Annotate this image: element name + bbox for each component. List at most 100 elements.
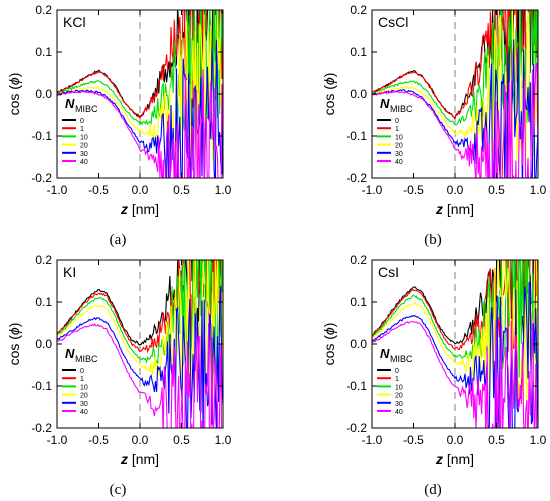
legend-entry-label: 30 — [395, 151, 403, 158]
y-tick-label: -0.1 — [31, 129, 52, 143]
panel-caption: (d) — [424, 482, 442, 498]
x-tick-label: 0.5 — [173, 433, 190, 447]
x-axis-label: z [nm] — [120, 201, 159, 217]
legend-entry-label: 0 — [80, 368, 84, 375]
legend-entry-label: 40 — [395, 409, 403, 416]
legend-entry-label: 20 — [80, 393, 88, 400]
legend-entry-label: 30 — [80, 151, 88, 158]
x-tick-label: -1.0 — [362, 433, 383, 447]
chart-panel-csi: -1.0 -0.5 0.0 0.5 1.0 -0.2 -0.1 0.0 0.1 0.2 z [nm]… — [321, 253, 547, 498]
legend-title-subscript: MIBC — [75, 354, 98, 364]
x-tick-label: 0.0 — [132, 433, 149, 447]
x-tick-label: 0.0 — [447, 183, 464, 197]
x-tick-label: -0.5 — [88, 433, 109, 447]
y-tick-label: 0.2 — [350, 253, 367, 267]
legend-title-subscript: MIBC — [390, 354, 413, 364]
y-tick-label: 0.0 — [35, 87, 52, 101]
y-tick-label: -0.2 — [31, 171, 52, 185]
y-tick-label: 0.2 — [35, 3, 52, 17]
legend-title-subscript: MIBC — [75, 104, 98, 114]
series-line-nmibc-20 — [372, 260, 538, 408]
series-lines — [57, 260, 223, 428]
x-tick-label: 1.0 — [530, 183, 547, 197]
y-axis-label: cos (ϕ) — [6, 73, 22, 116]
y-tick-label: 0.2 — [35, 253, 52, 267]
series-line-nmibc-10 — [372, 10, 538, 142]
legend-entry-label: 1 — [395, 376, 399, 383]
legend-entry-label: 40 — [80, 409, 88, 416]
legend-entry-label: 10 — [80, 384, 88, 391]
x-tick-label: -0.5 — [403, 183, 424, 197]
series-line-nmibc-10 — [372, 260, 538, 378]
x-tick-label: -0.5 — [403, 433, 424, 447]
y-tick-label: -0.2 — [31, 421, 52, 435]
panel-caption: (b) — [424, 232, 442, 248]
legend-entry-label: 30 — [395, 401, 403, 408]
series-line-nmibc-1 — [372, 260, 538, 352]
x-tick-label: -1.0 — [47, 183, 68, 197]
legend-title: N — [65, 96, 75, 111]
series-lines — [372, 10, 538, 178]
y-axis-label: cos (ϕ) — [6, 323, 22, 366]
x-axis-label: z [nm] — [435, 451, 474, 467]
legend-entry-label: 20 — [80, 143, 88, 150]
legend-entry-label: 10 — [80, 134, 88, 141]
legend-entry-label: 20 — [395, 143, 403, 150]
legend-title: N — [380, 96, 390, 111]
legend-entry-label: 0 — [80, 118, 84, 125]
legend-entry-label: 0 — [395, 118, 399, 125]
y-tick-label: -0.2 — [346, 421, 367, 435]
series-line-nmibc-0 — [372, 10, 538, 120]
series-line-nmibc-40 — [57, 322, 223, 428]
panel-label: CsCl — [378, 14, 408, 30]
panel-caption: (c) — [110, 482, 127, 498]
legend-entry-label: 0 — [395, 368, 399, 375]
y-tick-label: 0.2 — [350, 3, 367, 17]
x-tick-label: 0.5 — [173, 183, 190, 197]
panel-caption: (a) — [110, 232, 127, 248]
x-tick-label: 0.0 — [132, 183, 149, 197]
legend-entry-label: 30 — [80, 401, 88, 408]
series-line-nmibc-40 — [372, 320, 538, 428]
panel-label: CsI — [378, 264, 399, 280]
legend-entry-label: 10 — [395, 384, 403, 391]
x-tick-label: -1.0 — [362, 183, 383, 197]
y-tick-label: 0.1 — [350, 295, 367, 309]
legend-title: N — [380, 346, 390, 361]
legend-entry-label: 20 — [395, 393, 403, 400]
y-axis-label: cos (ϕ) — [321, 73, 337, 116]
y-tick-label: 0.1 — [35, 295, 52, 309]
y-tick-label: 0.0 — [350, 87, 367, 101]
legend-title: N — [65, 346, 75, 361]
series-line-nmibc-20 — [372, 10, 538, 177]
x-axis-label: z [nm] — [120, 451, 159, 467]
x-tick-label: 0.5 — [488, 183, 505, 197]
x-axis-label: z [nm] — [435, 201, 474, 217]
series-line-nmibc-20 — [57, 260, 223, 402]
legend-entry-label: 1 — [395, 126, 399, 133]
legend-entry-label: 1 — [80, 376, 84, 383]
y-tick-label: 0.1 — [350, 45, 367, 59]
series-line-nmibc-20 — [57, 14, 223, 174]
y-axis-label: cos (ϕ) — [321, 323, 337, 366]
x-tick-label: 0.0 — [447, 433, 464, 447]
series-line-nmibc-0 — [372, 260, 537, 345]
x-tick-label: 0.5 — [488, 433, 505, 447]
legend-title-subscript: MIBC — [390, 104, 413, 114]
x-tick-label: 1.0 — [530, 433, 547, 447]
y-tick-label: -0.1 — [31, 379, 52, 393]
panel-label: KI — [63, 264, 76, 280]
series-lines — [57, 10, 223, 178]
y-tick-label: 0.0 — [350, 337, 367, 351]
chart-panel-kcl: -1.0 -0.5 0.0 0.5 1.0 -0.2 -0.1 0.0 0.1 0.2 z [nm]… — [6, 3, 232, 248]
y-tick-label: -0.2 — [346, 171, 367, 185]
y-tick-label: 0.1 — [35, 45, 52, 59]
y-tick-label: -0.1 — [346, 379, 367, 393]
series-line-nmibc-40 — [57, 69, 223, 178]
legend-entry-label: 40 — [395, 159, 403, 166]
x-tick-label: 1.0 — [215, 433, 232, 447]
legend-entry-label: 10 — [395, 134, 403, 141]
